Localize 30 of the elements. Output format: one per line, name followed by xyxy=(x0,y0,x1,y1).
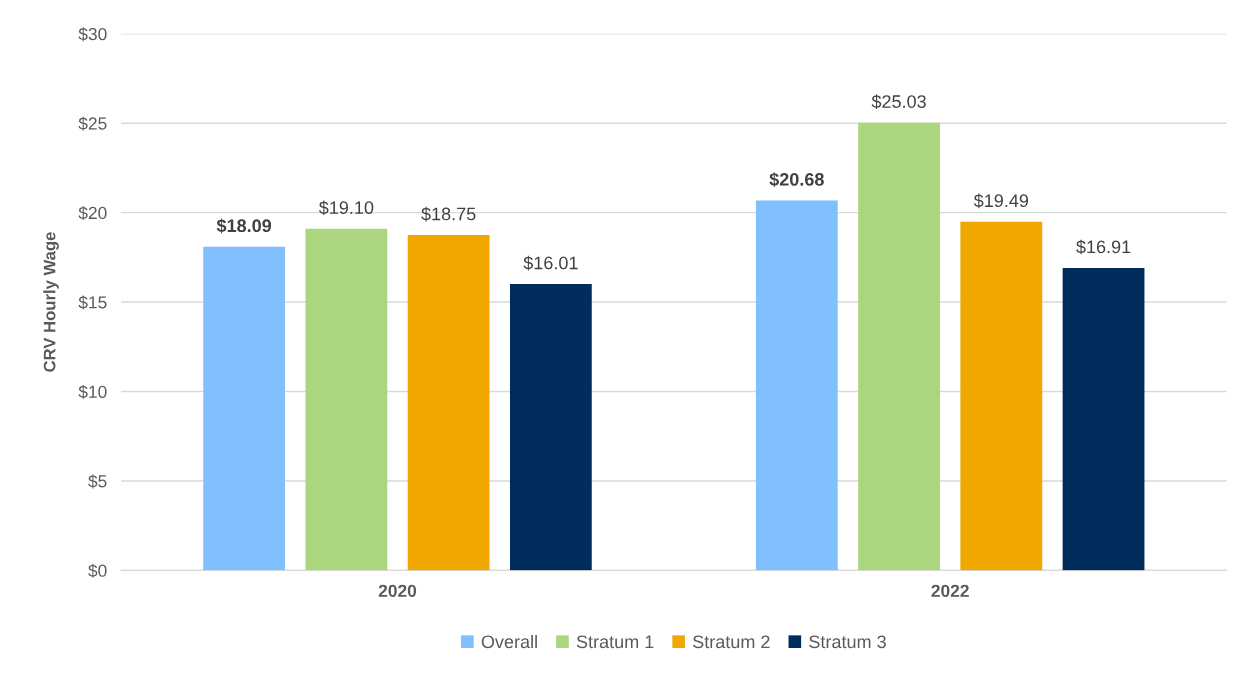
data-label: $25.03 xyxy=(871,94,926,110)
legend-label: Stratum 3 xyxy=(809,635,886,649)
data-label: $19.49 xyxy=(973,193,1029,209)
data-label: $19.10 xyxy=(318,200,374,216)
y-tick-label: $25 xyxy=(78,116,107,131)
legend-label: Stratum 1 xyxy=(576,635,654,649)
bar xyxy=(755,200,838,571)
bar xyxy=(203,246,286,571)
data-label: $18.09 xyxy=(216,218,272,234)
bar xyxy=(960,221,1043,571)
y-axis-title: CRV Hourly Wage xyxy=(43,232,59,372)
x-tick-label: 2022 xyxy=(931,584,969,598)
data-label: $20.68 xyxy=(769,172,824,187)
y-tick-label: $30 xyxy=(78,27,107,42)
bar xyxy=(1062,267,1145,571)
x-tick-label: 2020 xyxy=(378,584,417,598)
legend-label: Overall xyxy=(481,634,537,649)
legend-label: Stratum 2 xyxy=(693,635,770,649)
y-tick-label: $0 xyxy=(88,563,107,578)
bar xyxy=(509,284,592,571)
data-label: $16.01 xyxy=(523,255,578,271)
data-label: $18.75 xyxy=(421,206,476,222)
y-tick-label: $10 xyxy=(78,384,107,399)
y-tick-label: $20 xyxy=(78,206,107,221)
bar xyxy=(407,234,490,571)
y-tick-label: $15 xyxy=(78,295,107,310)
y-tick-label: $5 xyxy=(88,474,107,489)
bar xyxy=(858,122,940,571)
bar xyxy=(305,228,388,571)
data-label: $16.91 xyxy=(1076,239,1131,255)
